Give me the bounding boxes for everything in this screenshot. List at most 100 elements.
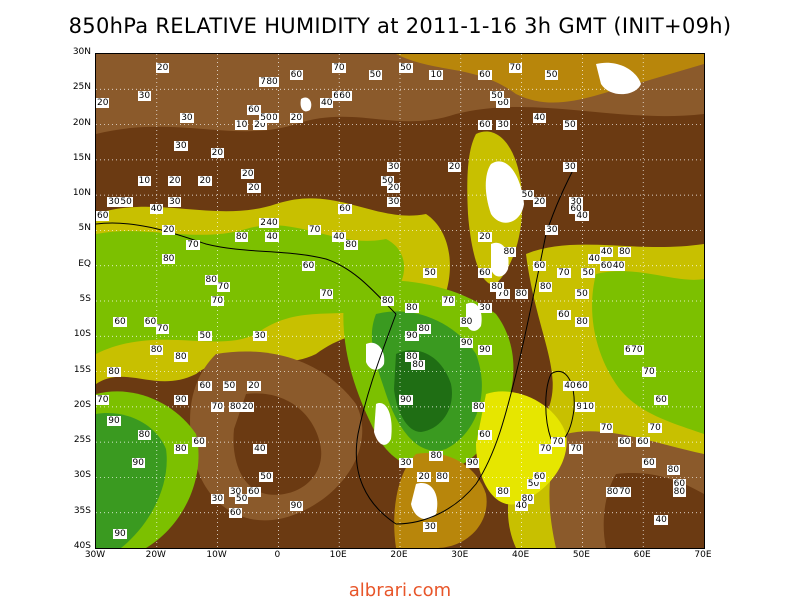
contour-value-label: 40 (599, 246, 614, 257)
contour-value-label: 90 (131, 458, 145, 469)
contour-value-label: 80 (204, 274, 218, 285)
contour-value-label: 80 (490, 281, 504, 292)
contour-value-label: 50 (581, 267, 595, 278)
contour-value-label: 80 (514, 288, 529, 299)
contour-value-label: 60 (228, 507, 243, 518)
contour-value-label: 80 (472, 401, 486, 412)
contour-value-label: 60 (338, 91, 352, 102)
contour-value-label: 80 (666, 465, 681, 476)
contour-value-label: 50 (222, 380, 237, 391)
contour-value-label: 30 (423, 521, 437, 532)
contour-value-label: 70 (216, 281, 231, 292)
contour-value-label: 60 (247, 105, 261, 116)
contour-value-label: 30 (569, 197, 583, 208)
contour-value-label: 40 (332, 232, 346, 243)
contour-value-label: 60 (143, 317, 158, 328)
contour-value-label: 60 (599, 260, 614, 271)
contour-value-label: 70 (538, 444, 553, 455)
contour-value-label: 30 (545, 225, 559, 236)
contour-value-label: 30 (386, 161, 401, 172)
contour-value-label: 40 (532, 112, 547, 123)
lon-tick-label: 10W (206, 550, 227, 560)
contour-value-label: 30 (563, 161, 577, 172)
contour-value-label: 90 (113, 528, 127, 539)
contour-value-label: 50 (490, 91, 504, 102)
contour-value-label: 40 (514, 500, 529, 511)
contour-value-label: 60 (192, 437, 206, 448)
contour-value-label: 70 (96, 394, 110, 405)
contour-value-label: 20 (241, 168, 255, 179)
humidity-field (96, 54, 704, 548)
contour-value-label: 60 (478, 119, 492, 130)
contour-value-label: 50 (259, 472, 273, 483)
contour-value-label: 90 (465, 458, 480, 469)
contour-value-label: 60 (532, 260, 547, 271)
contour-value-label: 60 (636, 437, 650, 448)
contour-value-label: 50 (563, 119, 577, 130)
contour-value-label: 50 (119, 197, 133, 208)
contour-value-label: 50 (575, 288, 589, 299)
contour-value-label: 40 (265, 232, 279, 243)
lon-tick-label: 10E (329, 550, 347, 560)
contour-value-label: 60 (338, 204, 352, 215)
lat-tick-label: 30S (73, 470, 91, 481)
contour-value-label: 80 (161, 253, 176, 264)
south-atlantic-very-dry (233, 393, 322, 495)
lat-tick-label: 35S (73, 505, 91, 516)
contour-value-label: 80 (575, 317, 589, 328)
indian-ocean-wet (592, 271, 704, 434)
no-data-plateau-3 (411, 483, 438, 520)
humidity-map-plot: 2060705050103020301020206040507080604060… (95, 53, 705, 549)
no-data-plateau-2 (374, 403, 392, 445)
lat-tick-label: 15N (72, 152, 91, 163)
contour-value-label: 60 (478, 267, 492, 278)
contour-value-label: 30 (180, 112, 194, 123)
contour-value-label: 80 (405, 352, 419, 363)
contour-value-label: 30 (386, 197, 401, 208)
contour-value-label: 60 (642, 458, 656, 469)
contour-value-label: 50 (423, 267, 437, 278)
contour-value-label: 50 (380, 176, 395, 187)
contour-value-label: 30 (107, 197, 121, 208)
contour-value-label: 80 (174, 352, 188, 363)
contour-value-label: 50 (520, 190, 535, 201)
contour-value-label: 50 (198, 331, 212, 342)
contour-value-label: 70 (307, 225, 322, 236)
contour-value-label: 60 (478, 70, 492, 81)
contour-value-label: 80 (429, 451, 443, 462)
contour-value-label: 60 (654, 394, 668, 405)
contour-value-label: 70 (642, 366, 656, 377)
lon-tick-label: 50E (572, 550, 590, 560)
contour-value-label: 60 (96, 211, 110, 222)
contour-value-label: 20 (447, 161, 462, 172)
contour-value-label: 60 (569, 204, 583, 215)
lat-tick-label: 25S (73, 435, 91, 446)
contour-value-label: 40 (149, 204, 164, 215)
contour-value-label: 80 (435, 472, 449, 483)
lat-tick-label: EQ (78, 258, 91, 269)
contour-value-label: 70 (210, 401, 225, 412)
contour-value-label: 40 (654, 514, 668, 525)
contour-value-label: 40 (611, 260, 626, 271)
lat-tick-label: 40S (73, 541, 91, 551)
contour-value-label: 50 (234, 493, 249, 504)
contour-value-label: 70 (496, 288, 510, 299)
no-data-highland-1 (485, 161, 524, 223)
lon-tick-label: 30W (84, 550, 106, 560)
contour-value-label: 20 (253, 119, 267, 130)
lat-tick-label: 5N (78, 223, 91, 234)
contour-value-label: 10 (234, 119, 249, 130)
contour-value-label: 80 (502, 246, 516, 257)
contour-value-label: 70 (186, 239, 200, 250)
contour-value-label: 40 (587, 253, 601, 264)
lat-tick-label: 10S (73, 329, 91, 340)
southwest-very-wet (96, 413, 167, 548)
contour-value-label: 60 (617, 437, 632, 448)
contour-value-label: 70 (557, 267, 571, 278)
contour-value-label: 20 (155, 63, 170, 74)
contour-value-label: 80 (672, 486, 687, 497)
lon-tick-label: 70E (694, 550, 712, 560)
contour-value-label: 80 (520, 493, 535, 504)
contour-value-label: 60 (198, 380, 212, 391)
lon-tick-label: 0 (274, 550, 281, 560)
